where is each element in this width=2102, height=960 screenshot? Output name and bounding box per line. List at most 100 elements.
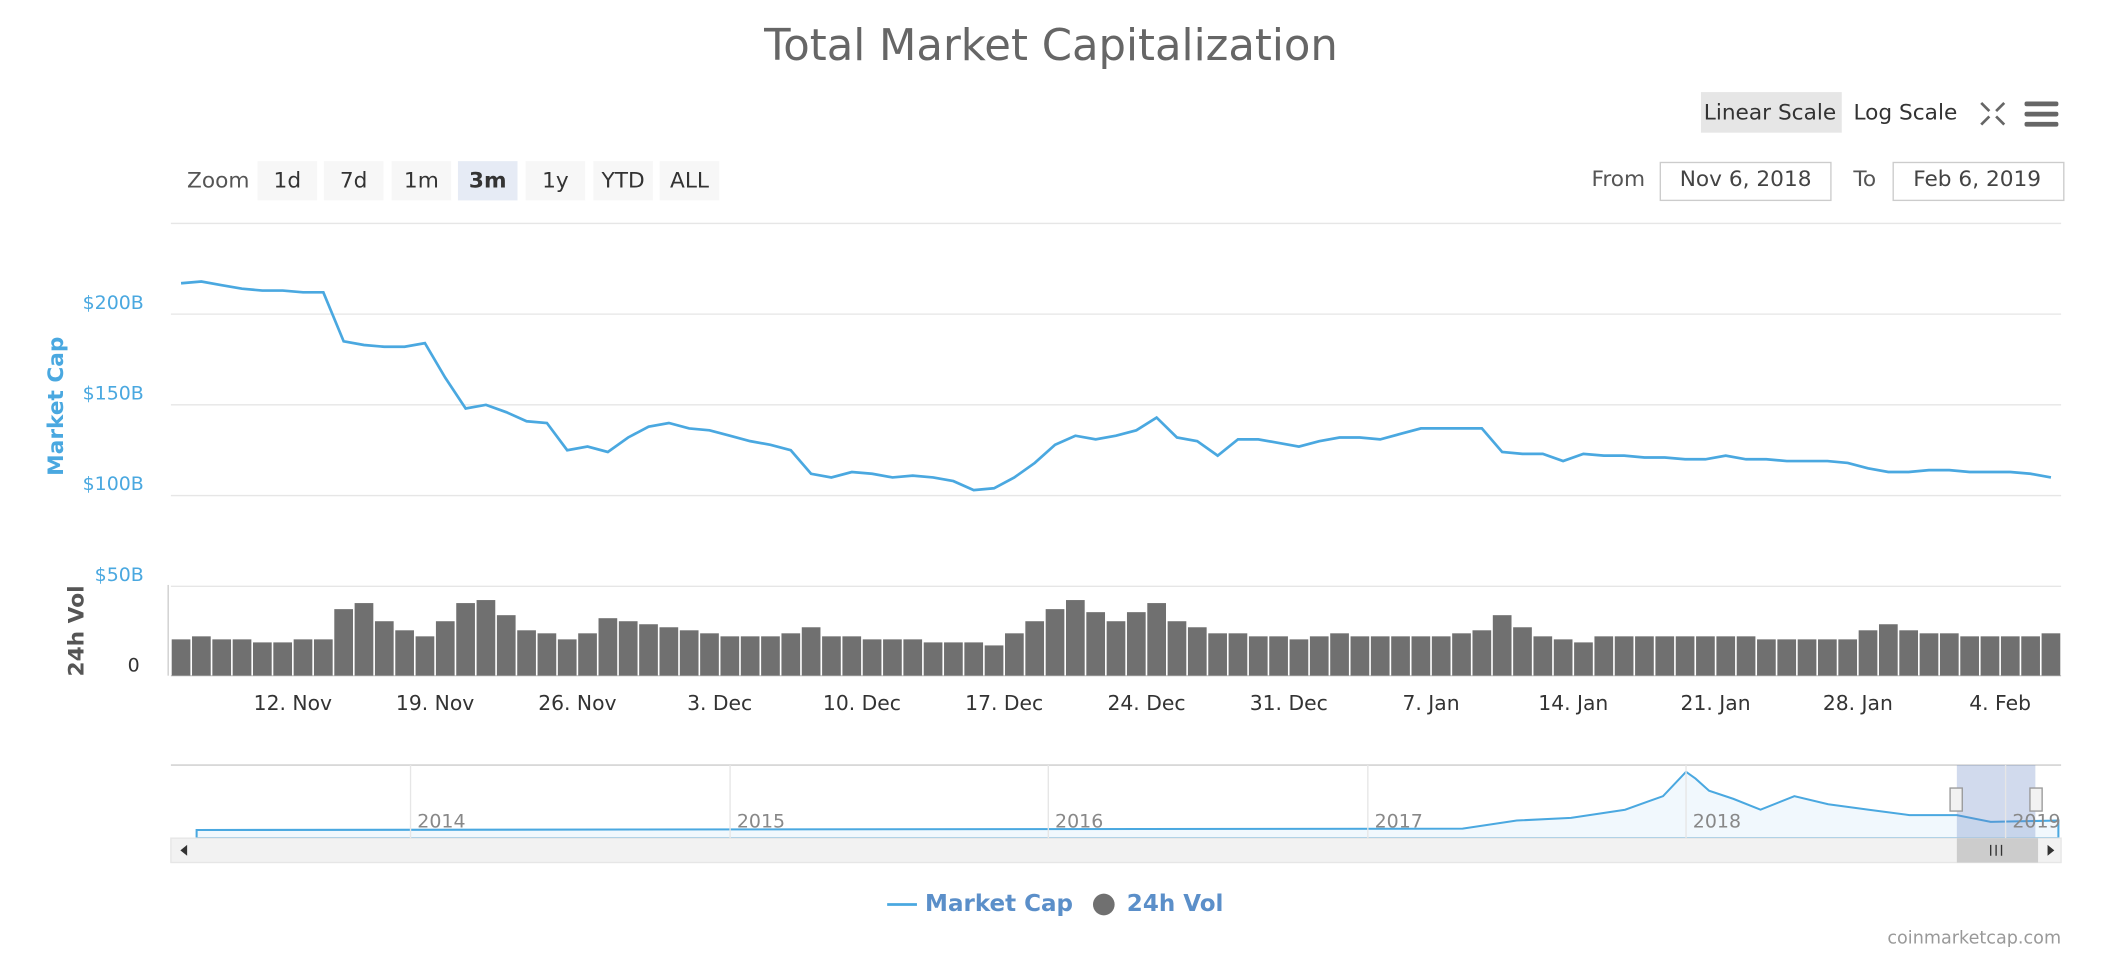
from-input[interactable]	[1659, 161, 1832, 202]
credit: coinmarketcap.com	[1887, 928, 2061, 948]
x-tick-label: 28. Jan	[1823, 691, 1893, 715]
volume-bar	[2021, 636, 2040, 676]
zoom-button[interactable]: 1m	[404, 168, 439, 193]
to-label: To	[1852, 167, 1876, 192]
navigator-selection[interactable]	[1956, 765, 2036, 839]
scale-button-active[interactable]	[1700, 92, 1842, 133]
y-tick-label: $150B	[83, 383, 144, 405]
navigator-line	[195, 770, 2060, 840]
scale-button[interactable]: Linear Scale	[1704, 101, 1836, 126]
x-tick-label: 17. Dec	[965, 691, 1043, 715]
scrollbar-grip	[1990, 844, 2003, 856]
zoom-label: Zoom	[187, 168, 249, 193]
zoom-button-bg[interactable]	[525, 161, 586, 201]
y-tick-label: $50B	[95, 564, 144, 586]
volume-bar	[1878, 624, 1898, 676]
volume-bar	[1939, 633, 1959, 676]
volume-bar	[537, 633, 557, 676]
volume-bar	[984, 645, 1004, 676]
volume-bar	[842, 636, 862, 676]
volume-bar	[1757, 639, 1776, 676]
volume-bar	[1187, 627, 1207, 676]
volume-bar	[1675, 636, 1695, 676]
from-label: From	[1592, 167, 1646, 192]
volume-bar	[903, 639, 923, 676]
volume-bar	[415, 636, 435, 676]
legend-label[interactable]: 24h Vol	[1127, 891, 1224, 917]
zoom-button-bg[interactable]	[391, 161, 452, 201]
volume-bar	[313, 639, 333, 676]
zoom-button[interactable]: ALL	[670, 168, 709, 193]
volume-bar	[1960, 636, 1979, 676]
legend-label[interactable]: Market Cap	[925, 891, 1073, 917]
volume-bar	[598, 618, 618, 676]
volume-bar	[517, 630, 536, 676]
zoom-button-bg[interactable]	[457, 161, 518, 201]
zoom-button-bg[interactable]	[323, 161, 384, 201]
volume-bar	[1167, 621, 1187, 676]
volume-bar	[1289, 639, 1309, 676]
volume-bar	[171, 639, 191, 676]
volume-bar	[354, 603, 374, 676]
volume-bar	[1777, 639, 1797, 676]
volume-bar	[435, 621, 455, 676]
volume-bar	[1919, 633, 1939, 676]
volume-bar	[1716, 636, 1736, 676]
from-value[interactable]: Nov 6, 2018	[1680, 167, 1812, 192]
navigator-handle[interactable]	[2029, 787, 2043, 812]
volume-bar	[1797, 639, 1817, 676]
volume-bar	[1492, 615, 1512, 676]
volume-bar	[964, 642, 984, 676]
volume-bar	[1696, 636, 1715, 676]
volume-bar	[1005, 633, 1024, 676]
volume-bar	[1147, 603, 1166, 676]
scrollbar[interactable]	[170, 837, 2062, 864]
volume-bar	[1655, 636, 1675, 676]
scrollbar-thumb[interactable]	[1956, 838, 2039, 863]
x-tick-label: 10. Dec	[823, 691, 901, 715]
volume-bar	[1228, 633, 1248, 676]
volume-bar	[192, 636, 211, 676]
navigator-handle[interactable]	[1949, 787, 1963, 812]
fullscreen-icon[interactable]	[1980, 101, 2006, 126]
zoom-button[interactable]: YTD	[601, 168, 645, 193]
zoom-button-bg[interactable]	[593, 161, 653, 201]
volume-bar	[1350, 636, 1370, 676]
volume-bar	[1736, 636, 1756, 676]
volume-bar	[618, 621, 638, 676]
x-tick-label: 3. Dec	[687, 691, 752, 715]
volume-bar	[1065, 600, 1085, 676]
volume-bar	[639, 624, 658, 676]
zoom-button-bg[interactable]	[257, 161, 318, 201]
volume-bar	[1309, 636, 1329, 676]
to-value[interactable]: Feb 6, 2019	[1913, 167, 2041, 192]
volume-bar	[1594, 636, 1614, 676]
zoom-button[interactable]: 1y	[542, 168, 569, 193]
volume-bar	[1452, 633, 1471, 676]
y-tick-label: $200B	[83, 292, 144, 314]
legend-swatch[interactable]	[1092, 893, 1115, 916]
scale-button[interactable]: Log Scale	[1853, 101, 1957, 126]
volume-bar	[1431, 636, 1451, 676]
volume-bar	[1513, 627, 1532, 676]
x-tick-label: 24. Dec	[1107, 691, 1185, 715]
x-tick-label: 31. Dec	[1250, 691, 1328, 715]
volume-bar	[293, 639, 313, 676]
zoom-button[interactable]: 1d	[274, 168, 302, 193]
volume-bar	[1269, 636, 1288, 676]
x-tick-label: 26. Nov	[538, 691, 616, 715]
zoom-button[interactable]: 7d	[340, 168, 368, 193]
zoom-button-bg[interactable]	[659, 161, 720, 201]
volume-bar	[2000, 636, 2020, 676]
navigator-label: 2016	[1055, 810, 1103, 832]
volume-bar	[374, 621, 394, 676]
menu-icon[interactable]	[2024, 101, 2059, 127]
navigator[interactable]	[170, 764, 2062, 864]
to-input[interactable]	[1892, 161, 2065, 202]
volume-bar	[476, 600, 496, 676]
volume-bar	[1208, 633, 1227, 676]
volume-bar	[456, 603, 475, 676]
zoom-button[interactable]: 3m	[469, 168, 507, 193]
